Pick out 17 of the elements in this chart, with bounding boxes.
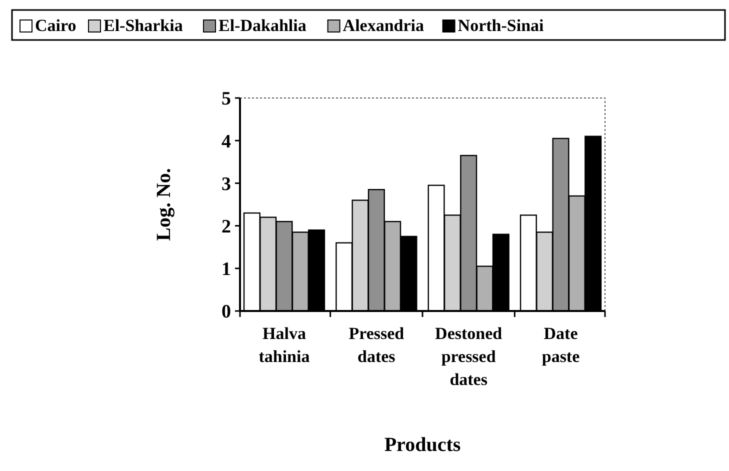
y-tick-label: 4 <box>222 131 232 152</box>
x-tick-label: Pressed dates <box>348 324 405 366</box>
legend-label: North-Sinai <box>458 16 544 35</box>
x-axis-title: Products <box>384 434 461 456</box>
legend-label: Alexandria <box>342 16 425 35</box>
legend-label: El-Sharkia <box>104 16 184 35</box>
y-tick-label: 5 <box>222 88 231 110</box>
x-tick-label: Date paste <box>542 324 580 366</box>
y-tick-label: 3 <box>222 174 231 195</box>
legend-label: Cairo <box>35 16 76 35</box>
y-tick-label: 0 <box>222 302 231 323</box>
x-tick-label: Destoned pressed dates <box>435 324 503 389</box>
y-axis-title: Log. No. <box>153 168 175 241</box>
legend-label: El-Dakahlia <box>218 16 307 35</box>
x-tick-label: Halva tahinia <box>258 324 310 366</box>
y-tick-label: 1 <box>222 259 231 280</box>
y-tick-label: 2 <box>222 216 231 238</box>
